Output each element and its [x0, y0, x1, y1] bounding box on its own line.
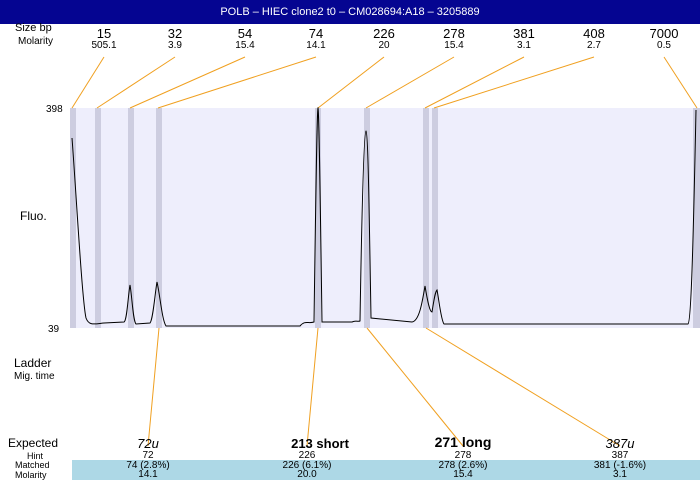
ladder-size-226: 226 — [373, 26, 395, 41]
ladder-size-15: 15 — [96, 26, 112, 41]
ladder-molarity-74: 14.1 — [306, 40, 326, 51]
molarity-row-label: Molarity — [15, 470, 47, 480]
ladder-band-54 — [128, 108, 134, 328]
ladder-molarity-32: 3.9 — [168, 40, 182, 51]
matched-molarity-band — [72, 460, 700, 480]
ladder-size-408: 408 — [583, 26, 605, 41]
ladder-molarity-408: 2.7 — [587, 40, 601, 51]
plot-area — [71, 108, 700, 328]
molarity-387u: 3.1 — [613, 469, 627, 480]
ladder-size-381: 381 — [513, 26, 535, 41]
ladder-band-226 — [315, 108, 321, 328]
ladder-label: Ladder — [14, 356, 52, 370]
leader-line-226 — [317, 56, 385, 109]
fluorescence-trace — [71, 106, 697, 327]
ladder-molarity-278: 15.4 — [444, 40, 464, 51]
ladder-molarity-54: 15.4 — [235, 40, 255, 51]
size-header-label: Size bp — [15, 22, 52, 34]
ladder-molarity-15: 505.1 — [91, 40, 117, 51]
y-axis-max: 398 — [46, 104, 63, 115]
ladder-size-74: 74 — [308, 26, 324, 41]
matched-387u: 381 (-1.6%) — [593, 460, 647, 471]
matched-271-long: 278 (2.6%) — [438, 460, 488, 471]
ladder-molarity-381: 3.1 — [517, 40, 531, 51]
matched-213-short: 226 (6.1%) — [282, 460, 332, 471]
molarity-213-short: 20.0 — [297, 469, 317, 480]
hint-387u: 387 — [611, 450, 629, 461]
leader-line-381 — [424, 56, 525, 109]
ladder-molarity-7000: 0.5 — [657, 40, 671, 51]
ladder-band-32 — [95, 108, 101, 328]
ladder-band-408 — [432, 108, 438, 328]
ladder-size-278: 278 — [443, 26, 465, 41]
peak-line-72u — [147, 327, 160, 447]
expected-label: Expected — [8, 436, 59, 450]
molarity-72u: 14.1 — [138, 469, 158, 480]
ladder-band-74 — [156, 108, 162, 328]
y-axis-min: 39 — [48, 324, 60, 335]
window-title: POLB – HIEC clone2 t0 – CM028694:A18 – 3… — [0, 0, 700, 24]
ladder-size-54: 54 — [237, 26, 253, 41]
ladder-band-278 — [364, 108, 370, 328]
matched-label: Matched — [15, 460, 50, 470]
peak-line-271-long — [366, 327, 464, 447]
hint-271-long: 278 — [454, 450, 472, 461]
hint-213-short: 226 — [298, 450, 316, 461]
ladder-band-15 — [70, 108, 76, 328]
ladder-size-7000: 7000 — [649, 26, 679, 41]
peak-line-387u — [425, 327, 621, 447]
matched-72u: 74 (2.8%) — [126, 460, 170, 471]
peak-name-271-long: 271 long — [434, 434, 492, 450]
ladder-band-381 — [423, 108, 429, 328]
molarity-header-label: Molarity — [18, 36, 54, 47]
leader-line-32 — [96, 56, 176, 109]
leader-line-408 — [433, 56, 595, 109]
peak-line-213-short — [306, 327, 319, 447]
molarity-271-long: 15.4 — [453, 469, 473, 480]
peak-name-213-short: 213 short — [291, 436, 349, 451]
ladder-size-32: 32 — [167, 26, 183, 41]
leader-line-15 — [71, 56, 105, 109]
ladder-molarity-226: 20 — [378, 40, 390, 51]
mig-time-label: Mig. time — [14, 371, 55, 382]
leader-line-7000 — [663, 56, 698, 109]
hint-72u: 72 — [142, 450, 154, 461]
peak-name-387u: 387u — [605, 436, 635, 451]
leader-line-54 — [129, 56, 246, 109]
leader-line-278 — [365, 56, 455, 109]
ladder-band-7000 — [693, 108, 700, 328]
leader-line-74 — [157, 56, 317, 109]
peak-name-72u: 72u — [137, 436, 159, 451]
y-axis-label: Fluo. — [20, 209, 47, 223]
hint-label: Hint — [27, 451, 44, 461]
